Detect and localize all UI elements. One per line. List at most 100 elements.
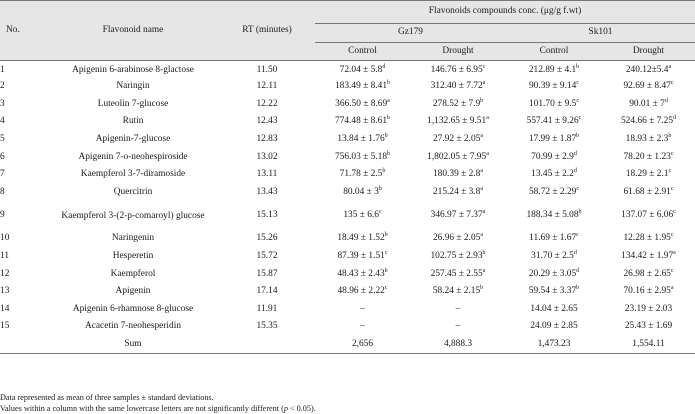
significance-letter: b xyxy=(668,132,672,139)
flavonoid-name-text: Kaempferol 3-(2-p-comaroyl) glucose xyxy=(61,210,205,221)
significance-letter: b xyxy=(382,168,386,175)
header-group: Flavonoids compounds conc. (μg/g f.wt) xyxy=(315,0,695,24)
value-cell-sk-c: 90.39 ± 9.14c xyxy=(506,78,602,96)
value-text: 102.75 ± 2.93 xyxy=(430,250,483,261)
significance-letter: a xyxy=(480,232,483,239)
value-text: 346.97 ± 7.37 xyxy=(430,210,483,221)
value-text: 183.49 ± 8.41 xyxy=(334,81,388,92)
value-cell-gz-d: 346.97 ± 7.37a xyxy=(410,201,506,230)
significance-letter: a xyxy=(387,97,390,104)
value-cell-sk-c: 14.04 ± 2.65 xyxy=(506,301,602,319)
row-number: 6 xyxy=(0,151,5,162)
value-cell-gz-d: 312.40 ± 7.72a xyxy=(410,78,506,96)
note-line-2: Values within a column with the same low… xyxy=(0,404,316,413)
significance-letter: c xyxy=(384,249,388,256)
value-text: 58.24 ± 2.15 xyxy=(432,286,481,297)
flavonoid-name-text: Apigenin 6-arabinose 8-glactose xyxy=(72,65,194,76)
significance-letter: c xyxy=(576,185,579,192)
table-row: 10 Naringenin 15.26 18.49 ± 1.52b 26.96 ± 2.… xyxy=(0,230,695,248)
value-text: 17.99 ± 1.87 xyxy=(528,133,577,144)
significance-letter: d xyxy=(382,64,386,71)
table-row: 9 Kaempferol 3-(2-p-comaroyl) glucose 15.1… xyxy=(0,201,695,230)
sum-row: Sum 2,656 4,888.3 1,473.23 1,554.11 xyxy=(0,335,695,354)
row-rt: 15.26 xyxy=(256,233,278,244)
value-cell-sk-d: 70.16 ± 2.95a xyxy=(602,283,695,301)
header-gz-drought: Drought xyxy=(410,42,506,61)
table-row: 5 Apigenin-7-glucose 12.83 13.84 ± 1.76b 27.… xyxy=(0,131,695,149)
value-cell-sk-d: 134.42 ± 1.97a xyxy=(602,248,695,266)
significance-letter: b xyxy=(576,285,580,291)
table-row: 8 Quercitrin 13.43 80.04 ± 3b 215.24 ± 3.8a 5… xyxy=(0,184,695,202)
value-text: 215.24 ± 3.8 xyxy=(432,186,481,197)
row-rt: 15.35 xyxy=(256,321,278,332)
significance-letter: b xyxy=(387,80,391,87)
value-text: – xyxy=(360,321,365,332)
value-cell-gz-c: 135 ± 6.6c xyxy=(315,201,410,230)
value-text: 61.68 ± 2.91 xyxy=(623,186,671,197)
row-rt: 11.50 xyxy=(256,65,278,76)
table-row: 1 Apigenin 6-arabinose 8-glactose 11.50 72.… xyxy=(0,61,695,79)
row-number: 2 xyxy=(0,81,5,92)
value-text: 278.52 ± 7.9 xyxy=(432,98,481,109)
row-rt: 15.87 xyxy=(256,268,278,279)
value-cell-gz-d: 26.96 ± 2.05a xyxy=(410,230,506,248)
table-row: 14 Apigenin 6-rhamnose 8-glucose 11.91 – – 14… xyxy=(0,301,695,319)
significance-letter: b xyxy=(384,132,388,139)
value-cell-sk-c: 31.70 ± 2.5d xyxy=(506,248,602,266)
row-rt: 11.91 xyxy=(256,303,278,314)
value-cell-gz-c: 87.39 ± 1.51c xyxy=(315,248,410,266)
value-text: 48.96 ± 2.22 xyxy=(337,286,385,297)
value-text: 18.29 ± 2.1 xyxy=(625,169,669,180)
value-text: 774.48 ± 8.61 xyxy=(334,116,388,127)
value-cell-gz-c: 80.04 ± 3b xyxy=(315,184,410,202)
row-rt: 15.13 xyxy=(256,210,278,221)
value-cell-gz-d: – xyxy=(410,301,506,319)
value-text: 756.03 ± 5.18 xyxy=(334,151,388,162)
value-cell-gz-d: 215.24 ± 3.8a xyxy=(410,184,506,202)
header-rt: RT (minutes) xyxy=(219,0,315,61)
value-text: 92.69 ± 8.47 xyxy=(623,81,671,92)
flavonoid-table: No. Flavonoid name RT (minutes) Flavonoi… xyxy=(0,0,695,354)
value-text: 26.96 ± 2.05 xyxy=(432,233,481,244)
value-text: 27.92 ± 2.05 xyxy=(432,133,481,144)
significance-letter: b xyxy=(576,132,580,139)
value-cell-sk-d: 61.68 ± 2.91c xyxy=(602,184,695,202)
row-number: 3 xyxy=(0,98,5,109)
significance-letter: c xyxy=(482,64,486,71)
value-cell-sk-d: 78.20 ± 1.23c xyxy=(602,148,695,166)
value-text: 13.84 ± 1.76 xyxy=(337,133,385,144)
row-flavonoid-name: Naringin xyxy=(47,78,219,96)
row-flavonoid-name: Hesperetin xyxy=(47,248,219,266)
value-text: 23.19 ± 2.03 xyxy=(624,303,673,314)
row-flavonoid-name: Naringenin xyxy=(47,230,219,248)
table-row: 12 Kaempferol 15.87 48.43 ± 2.43b 257.45 ± 2… xyxy=(0,265,695,283)
significance-letter: c xyxy=(673,208,676,215)
value-cell-sk-c: 58.72 ± 2.29c xyxy=(506,184,602,202)
value-text: 90.39 ± 9.14 xyxy=(528,81,577,92)
sum-gz-control: 2,656 xyxy=(315,335,410,354)
header-sk-control: Control xyxy=(506,42,602,61)
significance-letter: a xyxy=(480,168,483,175)
value-text: 31.70 ± 2.5 xyxy=(531,250,574,261)
value-cell-sk-d: 240.12±5.4a xyxy=(602,61,695,79)
value-cell-sk-d: 18.93 ± 2.3b xyxy=(602,131,695,149)
row-flavonoid-name: Rutin xyxy=(47,113,219,131)
significance-letter: c xyxy=(670,267,674,274)
note-line-1: Data represented as mean of three sample… xyxy=(0,393,214,402)
value-text: 137.07 ± 6.06 xyxy=(621,210,674,221)
value-text: 188.34 ± 5.08 xyxy=(526,210,579,221)
value-text: 11.69 ± 1.67 xyxy=(529,233,577,244)
value-text: 1,802.05 ± 7.95 xyxy=(427,151,487,162)
row-number: 5 xyxy=(0,133,5,144)
table-row: 11 Hesperetin 15.72 87.39 ± 1.51c 102.75 ± 2… xyxy=(0,248,695,266)
value-text: 18.93 ± 2.3 xyxy=(625,133,669,144)
flavonoid-name-text: Luteolin 7-glucose xyxy=(97,98,169,109)
significance-letter: c xyxy=(576,80,579,87)
sum-blank xyxy=(0,335,47,354)
table-body: 1 Apigenin 6-arabinose 8-glactose 11.50 72.… xyxy=(0,61,695,354)
value-text: 25.43 ± 1.69 xyxy=(624,321,673,332)
significance-letter: c xyxy=(384,285,388,291)
header-flavonoid-name: Flavonoid name xyxy=(47,0,219,61)
value-cell-sk-c: 70.99 ± 2.9d xyxy=(506,148,602,166)
table-notes: Data represented as mean of three sample… xyxy=(0,392,316,414)
